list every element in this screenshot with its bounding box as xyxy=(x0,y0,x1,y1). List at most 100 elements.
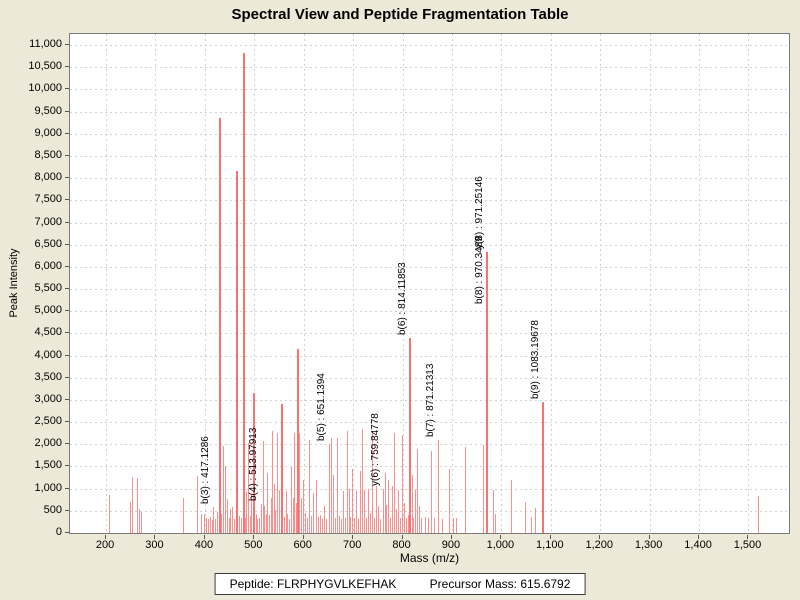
y-tick-mark xyxy=(65,199,69,201)
gridline-horizontal xyxy=(70,289,789,291)
spectrum-peak xyxy=(434,518,436,533)
spectrum-peak xyxy=(486,252,489,533)
x-tick-label: 200 xyxy=(95,539,115,551)
y-tick-label: 9,500 xyxy=(34,104,62,117)
gridline-horizontal xyxy=(70,311,789,313)
spectrum-peak xyxy=(324,506,325,533)
x-tick-label: 500 xyxy=(244,539,263,551)
gridline-horizontal xyxy=(70,422,789,424)
spectrum-peak xyxy=(138,509,140,533)
y-tick-mark xyxy=(65,487,69,489)
y-tick-label: 8,500 xyxy=(34,148,62,161)
spectrum-peak xyxy=(415,490,417,533)
y-tick-label: 11,000 xyxy=(29,38,62,51)
gridline-horizontal xyxy=(70,45,789,47)
spectrum-peak xyxy=(108,494,110,533)
y-tick-label: 2,500 xyxy=(34,415,62,428)
spectrum-peak xyxy=(130,502,132,533)
spectrum-peak xyxy=(197,476,198,533)
gridline-vertical xyxy=(303,34,305,533)
x-tick-label: 1,000 xyxy=(486,539,515,551)
x-tick-label: 700 xyxy=(342,539,362,551)
y-tick-mark xyxy=(65,110,69,112)
spectrum-peak xyxy=(388,479,390,533)
x-tick-mark xyxy=(648,535,650,539)
peak-annotation: b(7) : 871.21313 xyxy=(424,363,436,437)
peak-annotation: b(6) : 814.11853 xyxy=(396,262,408,335)
spectrum-peak xyxy=(413,517,415,533)
peak-annotation: b(4) : 513.97913 xyxy=(248,427,260,502)
gridline-horizontal xyxy=(70,333,789,335)
y-tick-label: 6,500 xyxy=(34,237,62,250)
spectrum-peak xyxy=(358,519,360,533)
y-tick-mark xyxy=(65,421,69,423)
spectrum-peak xyxy=(375,486,377,533)
peak-annotation: y(8) : 971.25146 xyxy=(474,176,486,250)
spectrum-peak xyxy=(350,517,352,533)
spectrum-peak xyxy=(348,488,350,533)
spectrum-peak xyxy=(396,508,398,533)
gridline-horizontal xyxy=(70,222,789,224)
x-tick-mark xyxy=(352,535,354,539)
x-tick-mark xyxy=(549,535,551,539)
gridline-horizontal xyxy=(70,178,789,180)
spectrum-peak xyxy=(265,513,267,533)
spectrum-peak xyxy=(386,505,388,533)
spectrum-peak xyxy=(272,431,274,533)
spectrum-peak xyxy=(206,517,208,533)
spectrum-peak xyxy=(213,507,215,533)
spectrum-peak xyxy=(277,433,279,533)
spectrum-peak xyxy=(330,437,332,533)
spectrum-peak xyxy=(431,450,433,533)
spectrum-peak xyxy=(371,431,373,533)
spectrum-peak xyxy=(366,517,367,533)
x-tick-mark xyxy=(747,535,749,539)
x-tick-mark xyxy=(599,535,601,539)
gridline-vertical xyxy=(155,34,157,533)
y-tick-label: 7,500 xyxy=(34,193,62,206)
gridline-vertical xyxy=(699,34,701,533)
gridline-horizontal xyxy=(70,67,789,69)
y-tick-label: 3,000 xyxy=(34,392,62,405)
spectrum-peak xyxy=(203,513,205,533)
spectrum-peak xyxy=(404,502,406,533)
spectrum-peak xyxy=(442,518,444,533)
gridline-horizontal xyxy=(70,111,789,113)
spectrum-peak xyxy=(326,519,327,533)
spectrum-peak xyxy=(382,488,384,533)
spectrum-peak xyxy=(320,514,321,533)
spectrum-peak xyxy=(317,517,319,533)
y-tick-mark xyxy=(65,132,69,134)
spectrum-peak xyxy=(379,519,381,533)
y-tick-label: 8,000 xyxy=(34,171,62,184)
spectrum-peak xyxy=(217,512,219,533)
spectrum-peak xyxy=(390,517,392,533)
spectrum-peak xyxy=(394,433,396,533)
y-tick-mark xyxy=(65,509,69,511)
peptide-info-box: Peptide: FLRPHYGVLKEFHAK Precursor Mass:… xyxy=(214,573,586,595)
gridline-horizontal xyxy=(70,444,789,446)
x-tick-mark xyxy=(401,535,403,539)
spectrum-peak xyxy=(408,337,411,533)
chart-title: Spectral View and Peptide Fragmentation … xyxy=(231,6,569,23)
spectrum-peak xyxy=(758,496,760,533)
y-tick-label: 10,500 xyxy=(28,60,62,73)
gridline-vertical xyxy=(402,34,404,533)
x-tick-mark xyxy=(302,535,304,539)
y-tick-mark xyxy=(65,465,69,467)
spectrum-peak xyxy=(332,475,334,533)
plot-area[interactable]: b(3) : 417.1286 b(4) : 513.97913 b(5) : 65… xyxy=(69,33,790,534)
spectrum-peak xyxy=(275,509,277,533)
spectrum-peak xyxy=(448,468,450,533)
spectrum-peak xyxy=(368,488,369,533)
y-tick-mark xyxy=(65,177,69,179)
spectrum-peak xyxy=(235,517,237,533)
y-tick-label: 10,000 xyxy=(28,82,62,95)
spectrum-peak xyxy=(406,518,407,533)
spectrum-peak xyxy=(296,348,299,533)
gridline-vertical xyxy=(748,34,750,533)
spectrum-peak xyxy=(239,516,240,533)
y-tick-mark xyxy=(65,354,69,356)
spectrum-peak xyxy=(334,517,336,533)
